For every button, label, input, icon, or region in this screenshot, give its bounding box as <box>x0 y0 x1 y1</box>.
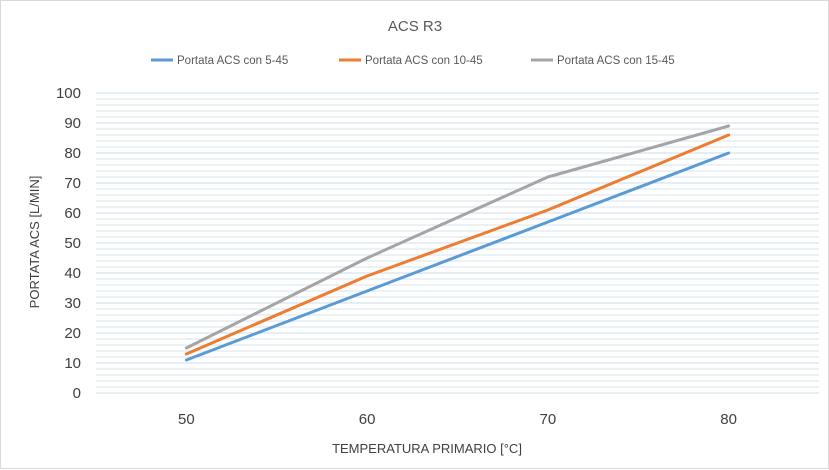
series-lines <box>184 124 731 362</box>
y-tick-label: 40 <box>64 265 81 282</box>
y-tick-label: 80 <box>64 145 81 162</box>
y-tick-label: 100 <box>56 85 81 102</box>
x-tick-label: 70 <box>540 411 557 428</box>
series-line-3 <box>184 124 731 350</box>
series-line-1 <box>184 151 731 362</box>
y-tick-label: 10 <box>64 355 81 372</box>
legend: Portata ACS con 5-45 Portata ACS con 10-4… <box>151 55 675 67</box>
x-axis-title: TEMPERATURA PRIMARIO [°C] <box>332 441 522 456</box>
chart-title: ACS R3 <box>388 18 442 35</box>
x-tick-label: 60 <box>359 411 376 428</box>
series-line-2 <box>184 133 731 356</box>
y-tick-label: 70 <box>64 175 81 192</box>
legend-label: Portata ACS con 5-45 <box>177 55 288 67</box>
x-tick-label: 50 <box>178 411 195 428</box>
y-tick-label: 30 <box>64 295 81 312</box>
y-tick-label: 20 <box>64 325 81 342</box>
x-tick-label: 80 <box>720 411 737 428</box>
x-axis: 50 60 70 80 <box>178 411 737 428</box>
y-tick-label: 50 <box>64 235 81 252</box>
y-tick-label: 60 <box>64 205 81 222</box>
y-axis-title: PORTATA ACS [L/MIN] <box>27 176 42 309</box>
y-tick-label: 90 <box>64 115 81 132</box>
y-axis: 0 10 20 30 40 50 60 70 80 90 100 <box>56 85 81 402</box>
legend-label: Portata ACS con 15-45 <box>557 55 675 67</box>
legend-label: Portata ACS con 10-45 <box>365 55 483 67</box>
y-tick-label: 0 <box>73 385 81 402</box>
